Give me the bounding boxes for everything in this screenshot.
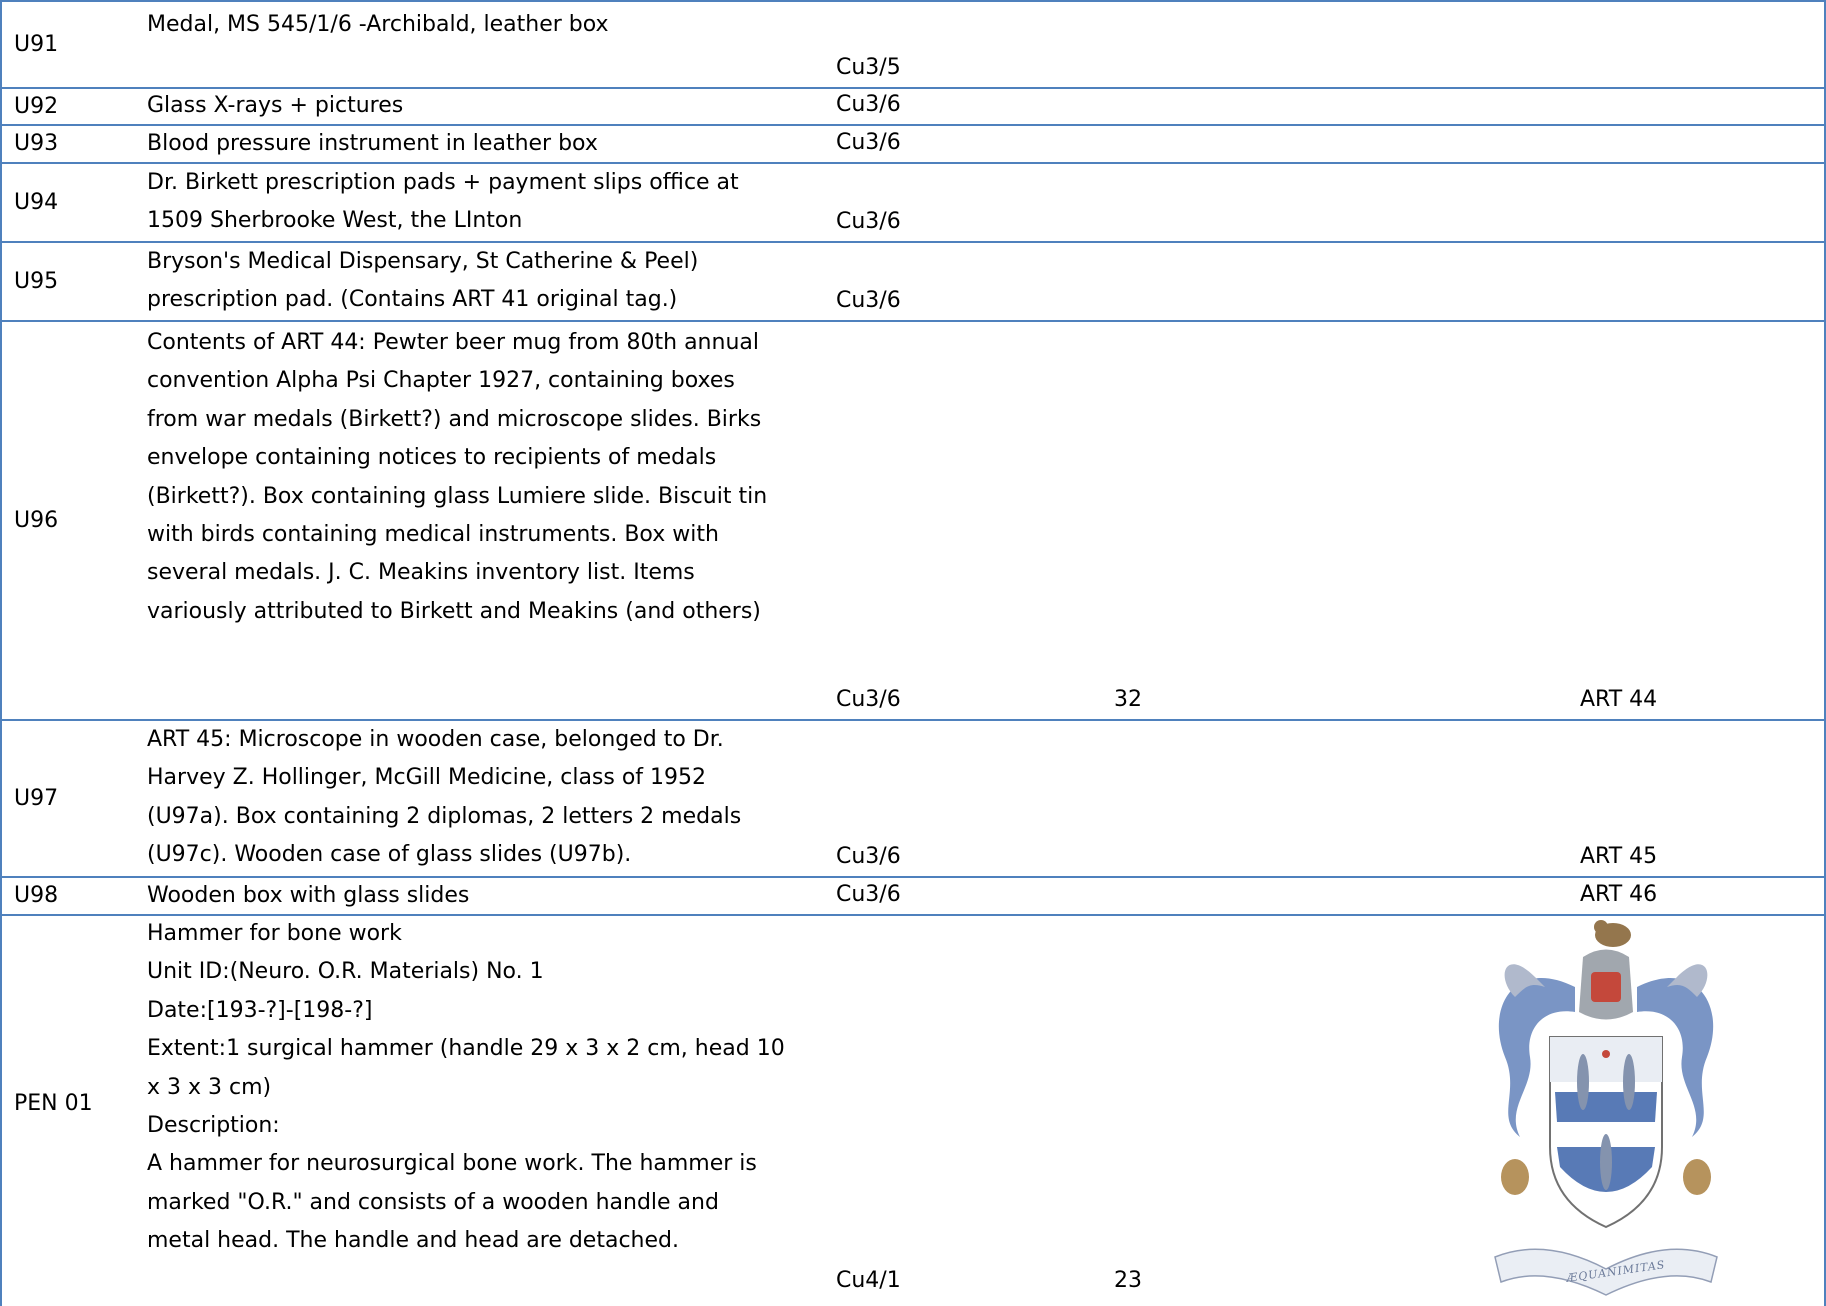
art-number: ART 45 <box>1580 843 1658 869</box>
table-row[interactable]: U94 Dr. Birkett prescription pads + paym… <box>0 164 1826 243</box>
table-row[interactable]: U98 Wooden box with glass slides Cu3/6 A… <box>0 878 1826 916</box>
unit-id: U98 <box>14 882 59 908</box>
item-description: Bryson's Medical Dispensary, St Catherin… <box>147 249 699 313</box>
item-description: ART 45: Microscope in wooden case, belon… <box>147 727 742 868</box>
table-row[interactable]: PEN 01 Hammer for bone work Unit ID:(Neu… <box>0 916 1826 1306</box>
coat-of-arms-icon <box>1494 920 1718 1296</box>
location: Cu3/6 <box>836 208 901 234</box>
table-row[interactable]: U91 Medal, MS 545/1/6 -Archibald, leathe… <box>0 2 1826 89</box>
table-row[interactable]: U93 Blood pressure instrument in leather… <box>0 126 1826 164</box>
location: Cu3/6 <box>836 287 901 313</box>
unit-id: U94 <box>14 189 59 215</box>
item-description: Contents of ART 44: Pewter beer mug from… <box>147 330 768 624</box>
table-row[interactable]: U92 Glass X-rays + pictures Cu3/6 <box>0 89 1826 126</box>
unit-id: U96 <box>14 507 59 533</box>
unit-id: U93 <box>14 130 59 156</box>
item-count: 32 <box>1114 686 1142 712</box>
location: Cu3/6 <box>836 91 901 117</box>
table-row[interactable]: U96 Contents of ART 44: Pewter beer mug … <box>0 322 1826 721</box>
item-description: Blood pressure instrument in leather box <box>147 131 598 156</box>
location: Cu3/6 <box>836 843 901 869</box>
location: Cu3/6 <box>836 129 901 155</box>
location: Cu3/5 <box>836 54 901 80</box>
item-description: Hammer for bone work Unit ID:(Neuro. O.R… <box>147 921 785 1254</box>
location: Cu3/6 <box>836 686 901 712</box>
table-row[interactable]: U95 Bryson's Medical Dispensary, St Cath… <box>0 243 1826 322</box>
item-description: Wooden box with glass slides <box>147 883 470 908</box>
art-number: ART 44 <box>1580 686 1658 712</box>
art-number: ART 46 <box>1580 881 1658 907</box>
unit-id: U95 <box>14 268 59 294</box>
item-description: Glass X-rays + pictures <box>147 93 404 118</box>
location: Cu3/6 <box>836 881 901 907</box>
unit-id: U92 <box>14 93 59 119</box>
item-count: 23 <box>1114 1267 1142 1293</box>
item-description: Dr. Birkett prescription pads + payment … <box>147 170 739 234</box>
unit-id: U97 <box>14 785 59 811</box>
unit-id: PEN 01 <box>14 1090 93 1116</box>
location: Cu4/1 <box>836 1267 901 1293</box>
item-description: Medal, MS 545/1/6 -Archibald, leather bo… <box>147 12 609 37</box>
unit-id: U91 <box>14 31 59 57</box>
table-row[interactable]: U97 ART 45: Microscope in wooden case, b… <box>0 721 1826 878</box>
